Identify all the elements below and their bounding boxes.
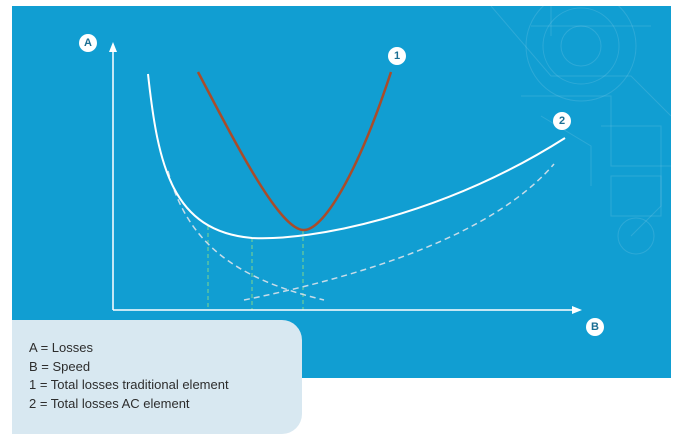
component-curve-increasing bbox=[243, 163, 555, 301]
curve-ac-element bbox=[147, 73, 566, 240]
curve-traditional-element bbox=[196, 71, 393, 232]
legend-item-traditional: 1 = Total losses traditional element bbox=[29, 377, 229, 392]
component-curve-decreasing bbox=[167, 170, 325, 301]
diagram-panel: A B 1 2 bbox=[12, 6, 671, 378]
curve-ac-marker: 2 bbox=[553, 112, 571, 130]
curve-traditional-marker: 1 bbox=[388, 47, 406, 65]
loss-speed-chart bbox=[109, 42, 582, 314]
axis-x-marker: B bbox=[586, 318, 604, 336]
legend-box: A = Losses B = Speed 1 = Total losses tr… bbox=[12, 320, 302, 434]
x-axis-arrow bbox=[572, 306, 582, 314]
legend-item-ac: 2 = Total losses AC element bbox=[29, 395, 190, 411]
legend-item-speed: B = Speed bbox=[29, 358, 91, 374]
y-axis-arrow bbox=[109, 42, 117, 52]
legend-item-losses: A = Losses bbox=[29, 340, 93, 355]
axis-y-marker: A bbox=[79, 34, 97, 52]
